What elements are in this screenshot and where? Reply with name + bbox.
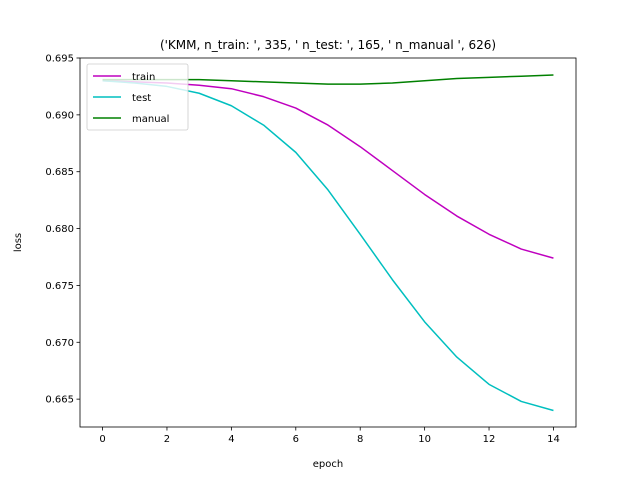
- y-tick-label: 0.695: [45, 54, 74, 65]
- legend-box: [86, 63, 189, 131]
- x-tick-label: 4: [228, 434, 234, 445]
- x-tick-label: 8: [357, 434, 363, 445]
- y-axis-label: loss: [13, 233, 24, 252]
- y-axis-ticks: 0.665 0.670 0.675 0.680 0.685 0.690 0.695: [45, 54, 80, 406]
- y-tick-label: 0.680: [45, 224, 74, 235]
- x-tick-label: 6: [293, 434, 299, 445]
- legend: train test manual: [86, 63, 189, 131]
- x-tick-label: 10: [418, 434, 431, 445]
- y-tick-label: 0.675: [45, 281, 74, 292]
- y-tick-label: 0.685: [45, 167, 74, 178]
- y-tick-label: 0.690: [45, 110, 74, 121]
- y-tick-label: 0.670: [45, 338, 74, 349]
- legend-label-train: train: [132, 72, 155, 83]
- x-axis-label: epoch: [313, 459, 343, 470]
- legend-label-manual: manual: [132, 114, 169, 125]
- chart-title: ('KMM, n_train: ', 335, ' n_test: ', 165…: [160, 38, 496, 52]
- x-tick-label: 12: [483, 434, 496, 445]
- x-tick-label: 2: [164, 434, 170, 445]
- y-tick-label: 0.665: [45, 395, 74, 406]
- x-axis-ticks: 0 2 4 6 8 10 12 14: [99, 427, 560, 445]
- legend-label-test: test: [132, 93, 151, 104]
- x-tick-label: 14: [547, 434, 560, 445]
- x-tick-label: 0: [99, 434, 105, 445]
- plot-frame: [79, 57, 577, 428]
